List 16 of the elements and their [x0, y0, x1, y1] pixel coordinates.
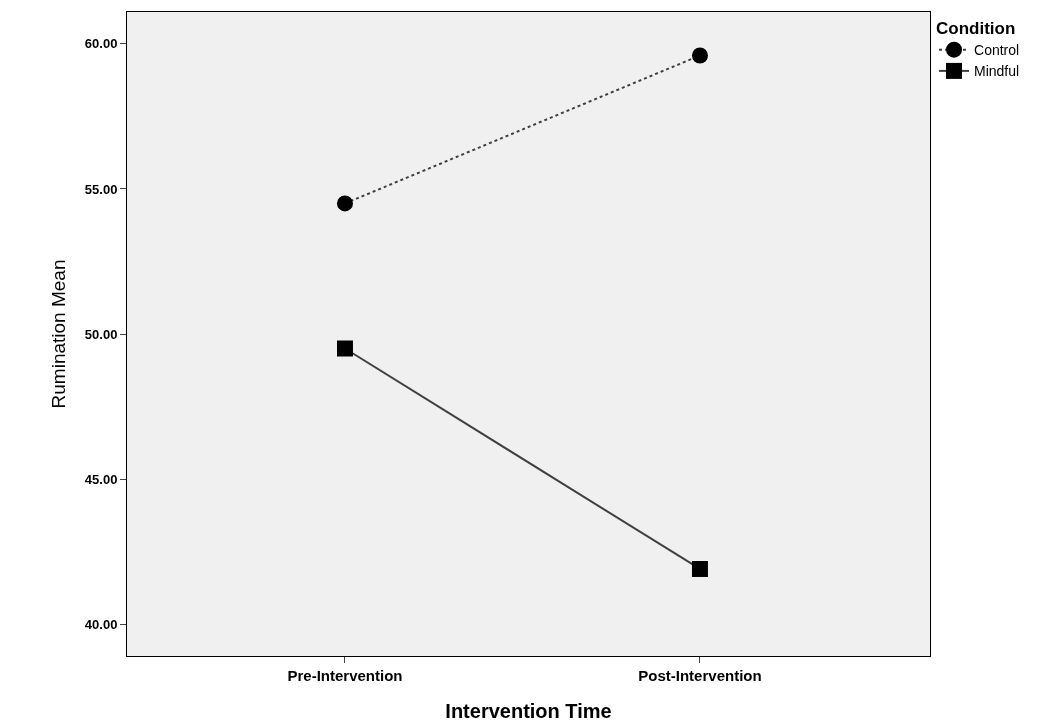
- y-tick-label: 45.00: [84, 471, 118, 487]
- y-tick-label: 40.00: [84, 616, 118, 632]
- point: [691, 47, 708, 64]
- x-tick-label: Pre-Intervention: [287, 667, 403, 684]
- point: [336, 340, 353, 357]
- y-tick-label: 50.00: [84, 326, 118, 342]
- legend-label: Control: [974, 42, 1020, 59]
- y-axis-title: Rumination Mean: [47, 259, 69, 409]
- point: [336, 195, 353, 212]
- y-tick-label: 55.00: [84, 181, 118, 197]
- legend-title: Condition: [936, 19, 1016, 39]
- x-tick-label: Post-Intervention: [638, 667, 762, 684]
- point: [691, 560, 708, 577]
- legend-label: Mindful: [974, 63, 1020, 80]
- y-tick-label: 60.00: [84, 36, 118, 52]
- x-axis-title: Intervention Time: [445, 699, 612, 722]
